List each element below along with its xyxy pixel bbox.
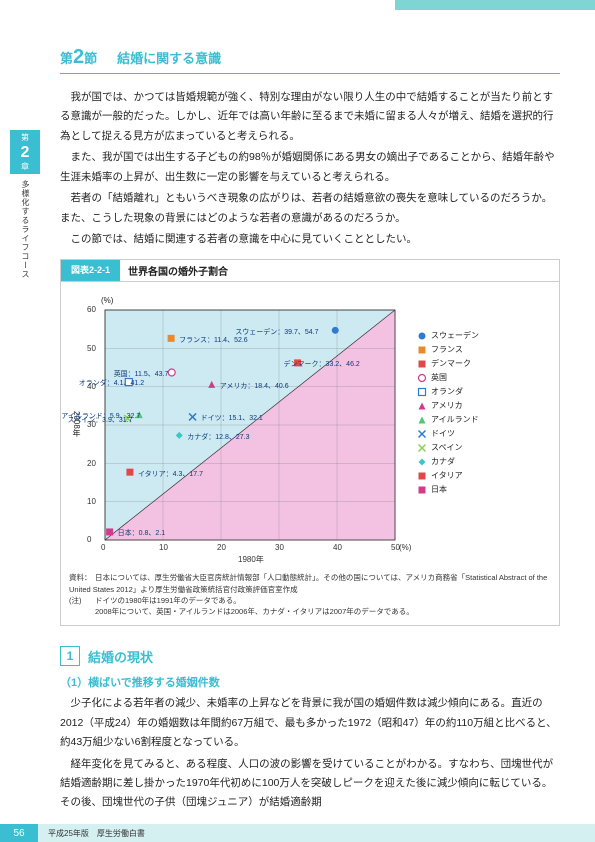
legend-marker-icon [417, 387, 427, 397]
y-tick: 20 [87, 459, 96, 468]
legend-label: カナダ [431, 456, 455, 467]
point-label: 英国：11.5、43.7 [114, 369, 169, 379]
legend-marker-icon [417, 345, 427, 355]
legend-marker-icon [417, 359, 427, 369]
sidebar: 第 2 章 多様化するライフコース [10, 130, 40, 279]
legend-label: ドイツ [431, 428, 455, 439]
y-tick: 10 [87, 497, 96, 506]
top-accent-bar [395, 0, 595, 10]
subsection-num: 1 [60, 646, 80, 666]
legend-item: 日本 [417, 484, 519, 495]
legend-item: スウェーデン [417, 330, 519, 341]
x-axis-label: 1980年 [238, 554, 264, 565]
para-2: また、我が国では出生する子どもの約98％が婚姻関係にある男女の嫡出子であることか… [60, 148, 560, 187]
legend-item: イタリア [417, 470, 519, 481]
legend-item: ドイツ [417, 428, 519, 439]
sidebar-title: 多様化するライフコース [20, 180, 31, 279]
page-number: 56 [0, 824, 38, 842]
y-tick: 50 [87, 344, 96, 353]
figure-tag: 図表2-2-1 [61, 260, 120, 281]
figure-header: 図表2-2-1 世界各国の婚外子割合 [61, 260, 559, 282]
x-tick: 40 [333, 543, 342, 552]
legend-marker-icon [417, 373, 427, 383]
point-label: イタリア：4.3、17.7 [138, 469, 203, 479]
subsection-title: 結婚の現状 [88, 647, 153, 666]
chart-legend: スウェーデンフランスデンマーク英国オランダアメリカアイルランドドイツスペインカナ… [409, 290, 519, 560]
footer-text: 平成25年版 厚生労働白書 [48, 828, 145, 839]
point-label: ドイツ：15.1、32.1 [201, 413, 263, 423]
legend-item: オランダ [417, 386, 519, 397]
legend-label: イタリア [431, 470, 463, 481]
section-title: 結婚に関する意識 [117, 48, 221, 67]
legend-item: アイルランド [417, 414, 519, 425]
legend-marker-icon [417, 443, 427, 453]
subsection-h2: （1）横ばいで推移する婚姻件数 [60, 674, 560, 690]
sub-para-2: 経年変化を見てみると、ある程度、人口の波の影響を受けていることがわかる。すなわち… [60, 755, 560, 813]
chapter-num: 2 [12, 143, 38, 162]
figure-notes: 資料：日本については、厚生労働省大臣官房統計情報部「人口動態統計」。その他の国に… [61, 568, 559, 625]
page-footer: 56 平成25年版 厚生労働白書 [0, 824, 595, 842]
legend-label: フランス [431, 344, 463, 355]
legend-label: 日本 [431, 484, 447, 495]
point-label: 日本：0.8、2.1 [118, 528, 165, 538]
chapter-suf: 章 [21, 162, 29, 171]
legend-label: アメリカ [431, 400, 463, 411]
legend-marker-icon [417, 331, 427, 341]
legend-marker-icon [417, 471, 427, 481]
legend-label: デンマーク [431, 358, 471, 369]
figure-box: 図表2-2-1 世界各国の婚外子割合 010203040500102030405… [60, 259, 560, 626]
x-tick: 30 [275, 543, 284, 552]
main-content: 第2節 結婚に関する意識 我が国では、かつては皆婚規範が強く、特別な理由がない限… [60, 46, 560, 815]
legend-label: アイルランド [431, 414, 479, 425]
para-3: 若者の「結婚離れ」ともいうべき現象の広がりは、若者の結婚意欲の喪失を意味している… [60, 189, 560, 228]
section-header: 第2節 結婚に関する意識 [60, 46, 560, 74]
point-label: スペイン：3.9、31.7 [68, 415, 133, 425]
y-tick: 60 [87, 305, 96, 314]
legend-item: フランス [417, 344, 519, 355]
note-line-2: (注)ドイツの1980年は1991年のデータである。 [69, 595, 551, 606]
scatter-chart: 0102030405001020304050601980年(%)(%)2008年… [69, 290, 409, 560]
figure-title: 世界各国の婚外子割合 [120, 260, 236, 281]
legend-marker-icon [417, 485, 427, 495]
para-4: この節では、結婚に関連する若者の意識を中心に見ていくこととしたい。 [60, 230, 560, 249]
legend-label: 英国 [431, 372, 447, 383]
x-tick: 0 [101, 543, 105, 552]
chapter-pre: 第 [21, 133, 29, 142]
legend-marker-icon [417, 457, 427, 467]
note-line-1: 資料：日本については、厚生労働省大臣官房統計情報部「人口動態統計」。その他の国に… [69, 572, 551, 595]
point-label: フランス：11.4、52.6 [179, 335, 248, 345]
point-label: カナダ：12.8、27.3 [187, 432, 249, 442]
chart-wrap: 0102030405001020304050601980年(%)(%)2008年… [61, 282, 559, 568]
legend-item: 英国 [417, 372, 519, 383]
note-line-3: 2008年について、英国・アイルランドは2006年、カナダ・イタリアは2007年… [69, 606, 551, 617]
legend-item: デンマーク [417, 358, 519, 369]
legend-label: スペイン [431, 442, 462, 453]
point-label: スウェーデン：39.7、54.7 [235, 327, 318, 337]
y-unit: (%) [101, 296, 113, 305]
legend-item: カナダ [417, 456, 519, 467]
legend-marker-icon [417, 415, 427, 425]
legend-label: スウェーデン [431, 330, 479, 341]
para-1: 我が国では、かつては皆婚規範が強く、特別な理由がない限り人生の中で結婚することが… [60, 88, 560, 146]
point-label: デンマーク：33.2、46.2 [284, 359, 360, 369]
legend-label: オランダ [431, 386, 463, 397]
legend-item: スペイン [417, 442, 519, 453]
x-unit: (%) [399, 543, 411, 552]
y-tick: 0 [87, 535, 91, 544]
x-tick: 20 [217, 543, 226, 552]
point-label: オランダ：4.1、41.2 [79, 378, 144, 388]
legend-marker-icon [417, 429, 427, 439]
legend-item: アメリカ [417, 400, 519, 411]
legend-marker-icon [417, 401, 427, 411]
subsection-header: 1 結婚の現状 [60, 646, 560, 666]
section-number: 第2節 [60, 46, 97, 69]
sub-para-1: 少子化による若年者の減少、未婚率の上昇などを背景に我が国の婚姻件数は減少傾向にあ… [60, 694, 560, 752]
x-tick: 10 [159, 543, 168, 552]
chapter-badge: 第 2 章 [10, 130, 40, 174]
point-label: アメリカ：18.4、40.6 [220, 381, 289, 391]
